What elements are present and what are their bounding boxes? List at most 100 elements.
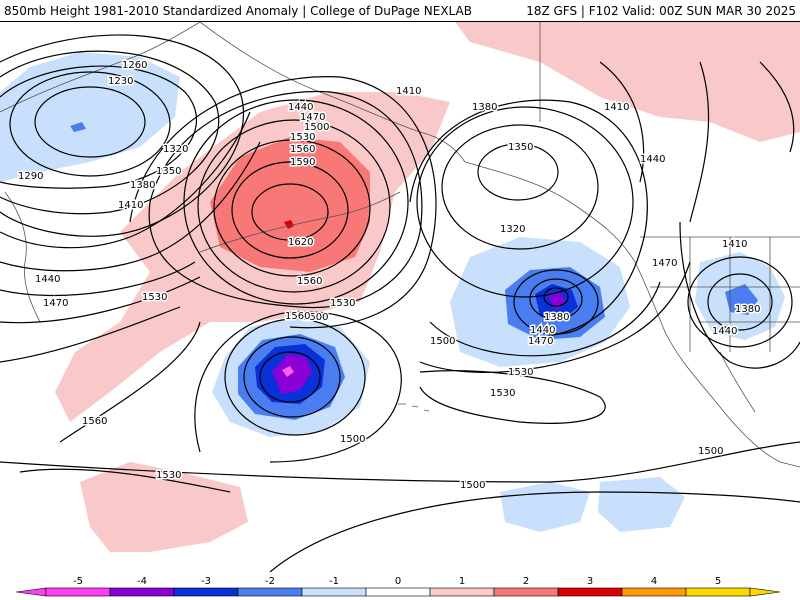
legend-color-swatch: [557, 587, 623, 597]
legend-color-swatch: [173, 587, 239, 597]
contour-label: 1410: [396, 86, 421, 97]
contour-label: 1380: [544, 312, 569, 323]
contour-label: 1500: [303, 312, 328, 323]
baja-coastline: [719, 351, 756, 413]
contour-line: [269, 491, 800, 572]
negative-anomaly-region: [0, 52, 180, 182]
contour-label: 1530: [330, 298, 355, 309]
contour-line: [129, 76, 437, 329]
contour-line: [213, 139, 371, 277]
legend-color-swatch: [109, 587, 175, 597]
contour-line: [419, 370, 606, 424]
model-run-info: 18Z GFS | F102 Valid: 00Z SUN MAR 30 202…: [526, 4, 796, 18]
legend-tick-label: 5: [715, 576, 721, 587]
contour-label: 1230: [108, 76, 133, 87]
contour-line: [0, 441, 800, 483]
contour-line: [0, 50, 220, 215]
legend-tick-label: -1: [329, 576, 339, 587]
contour-label: 1440: [530, 325, 555, 336]
anomaly-shading: [0, 22, 800, 552]
contour-line: [9, 71, 171, 177]
contour-label: 1530: [142, 292, 167, 303]
asia-coastline: [0, 22, 201, 113]
contour-line: [0, 306, 181, 363]
positive-anomaly-region: [455, 22, 800, 142]
positive-anomaly-region: [210, 137, 370, 272]
negative-anomaly-region: [725, 284, 758, 315]
contour-label: 1470: [43, 298, 68, 309]
legend-tick-label: 2: [523, 576, 529, 587]
contour-line: [0, 111, 251, 249]
contour-label: 1530: [508, 367, 533, 378]
anomaly-color-legend: -5 -4 -3 -2 -1 0 1 2 3 4 5: [15, 576, 781, 597]
contour-label: 1410: [118, 200, 143, 211]
positive-anomaly-region: [284, 220, 294, 229]
contour-label: 1470: [652, 258, 677, 269]
contour-line: [679, 221, 800, 369]
contour-line: [0, 276, 201, 324]
contour-line: [513, 269, 599, 335]
contour-label: 1410: [604, 102, 629, 113]
contour-line: [416, 106, 634, 298]
contour-labels: 1260 1230 1320 1290 1350 1380 1410 1440 …: [17, 59, 762, 493]
contour-line: [243, 336, 341, 418]
contour-label: 1350: [156, 166, 181, 177]
legend-tick-label: -2: [265, 576, 275, 587]
contour-label: 1560: [290, 144, 315, 155]
contour-label: 1530: [290, 132, 315, 143]
contour-line: [259, 351, 321, 403]
legend-color-bar: [15, 587, 781, 597]
contour-line: [197, 119, 391, 293]
legend-color-swatch: [685, 587, 751, 597]
north-america-coastline: [464, 161, 800, 468]
contour-label: 1530: [156, 470, 181, 481]
contour-line: [529, 278, 583, 320]
legend-color-swatch: [621, 587, 687, 597]
aleutian-chain: [199, 191, 401, 253]
legend-tick-label: 3: [587, 576, 593, 587]
contour-line: [429, 281, 661, 357]
contour-label: 1410: [722, 239, 747, 250]
hawaii-islands: [398, 403, 430, 412]
contour-label: 1560: [285, 311, 310, 322]
legend-tick-label: -5: [73, 576, 83, 587]
legend-arrow-right: [749, 587, 781, 597]
legend-tick-labels: -5 -4 -3 -2 -1 0 1 2 3 4 5: [73, 576, 721, 587]
contour-line: [0, 65, 198, 189]
map-title: 850mb Height 1981-2010 Standardized Anom…: [4, 4, 472, 18]
contour-line: [759, 61, 795, 153]
legend-color-swatch: [301, 587, 367, 597]
legend-color-swatch: [429, 587, 495, 597]
contour-label: 1290: [18, 171, 43, 182]
negative-anomaly-region: [272, 354, 312, 394]
contour-label: 1500: [304, 122, 329, 133]
contour-label: 1560: [82, 416, 107, 427]
contour-label: 1440: [35, 274, 60, 285]
legend-tick-label: 1: [459, 576, 465, 587]
contour-line: [224, 318, 366, 436]
negative-anomaly-region: [282, 366, 294, 377]
legend-color-swatch: [45, 587, 111, 597]
contour-line: [34, 86, 146, 158]
contour-line: [194, 310, 402, 463]
contour-label: 1500: [340, 434, 365, 445]
contour-label: 1380: [472, 102, 497, 113]
contour-label: 1470: [528, 336, 553, 347]
contour-line: [477, 143, 559, 201]
negative-anomaly-region: [70, 122, 86, 132]
legend-tick-label: -4: [137, 576, 147, 587]
contour-label: 1500: [430, 336, 455, 347]
positive-anomaly-region: [80, 462, 248, 552]
contour-label: 1380: [130, 180, 155, 191]
legend-tick-label: 0: [395, 576, 401, 587]
legend-color-swatch: [365, 587, 431, 597]
contour-line: [441, 124, 599, 250]
height-contours: [0, 34, 800, 572]
contour-line: [231, 161, 349, 259]
legend-color-swatch: [237, 587, 303, 597]
contour-label: 1620: [288, 237, 313, 248]
contour-line: [148, 90, 423, 309]
contour-label: 1380: [735, 304, 760, 315]
contour-line: [251, 183, 329, 241]
